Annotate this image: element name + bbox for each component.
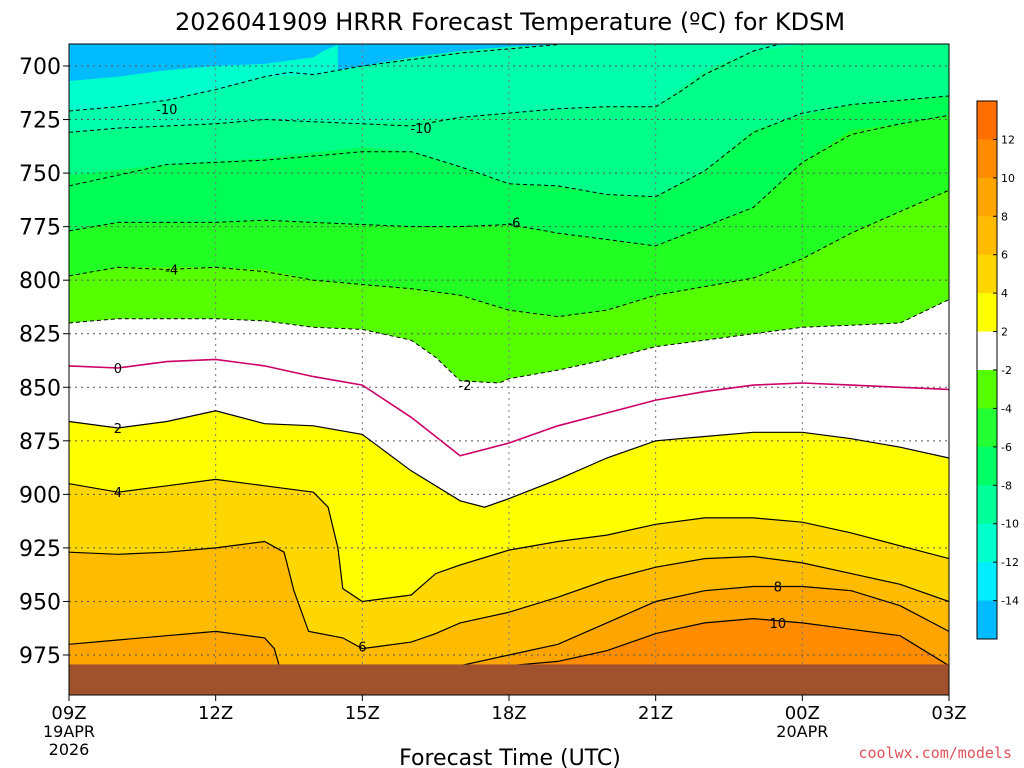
dashed-contour-label-1: -10 bbox=[410, 122, 431, 137]
y-tick-label-925: 925 bbox=[19, 537, 61, 562]
solid-contour-1 bbox=[69, 478, 949, 603]
colorbar-swatch-5 bbox=[977, 293, 997, 333]
y-tick-label-700: 700 bbox=[19, 55, 61, 80]
dashed-contour-label-0: -10 bbox=[156, 103, 177, 118]
plot-area: -10 -10 -6 -4 -2 2 4 6 8 10 0 bbox=[69, 44, 949, 695]
x-tick-year-09Z: 2026 bbox=[49, 740, 90, 759]
colorbar-swatch-13 bbox=[977, 600, 997, 640]
y-tick-label-750: 750 bbox=[19, 162, 61, 187]
chart-title: 2026041909 HRRR Forecast Temperature (ºC… bbox=[175, 8, 845, 36]
colorbar-label-1: 10 bbox=[1001, 172, 1015, 185]
colorbar-swatch-7 bbox=[977, 370, 997, 409]
colorbar-label-12: -14 bbox=[1001, 595, 1019, 608]
colorbar-swatch-8 bbox=[977, 408, 997, 448]
colorbar-swatch-3 bbox=[977, 216, 997, 256]
y-tick-label-900: 900 bbox=[19, 483, 61, 508]
ground-terrain bbox=[69, 664, 949, 695]
solid-contour-label-3: 8 bbox=[774, 580, 782, 595]
grid-lines bbox=[69, 44, 949, 695]
colorbar-label-9: -8 bbox=[1001, 479, 1012, 492]
colorbar-label-6: -2 bbox=[1001, 364, 1012, 377]
dashed-contour-label-5: -2 bbox=[459, 379, 472, 394]
y-tick-label-875: 875 bbox=[19, 430, 61, 455]
colorbar-swatch-1 bbox=[977, 139, 997, 179]
solid-contour-label-1: 4 bbox=[114, 486, 122, 501]
colorbar-label-5: 2 bbox=[1001, 326, 1008, 339]
x-tick-label-03Z: 03Z bbox=[931, 703, 966, 724]
y-tick-label-950: 950 bbox=[19, 590, 61, 615]
colorbar-label-8: -6 bbox=[1001, 441, 1012, 454]
colorbar-label-0: 12 bbox=[1001, 133, 1015, 146]
x-tick-sublabel-00Z: 20APR bbox=[776, 722, 828, 741]
colorbar-swatch-9 bbox=[977, 446, 997, 486]
x-tick-label-09Z: 09Z bbox=[51, 703, 86, 724]
colorbar-label-11: -12 bbox=[1001, 556, 1019, 569]
freezing-line-label: 0 bbox=[114, 362, 122, 377]
ground-layer bbox=[69, 664, 949, 695]
watermark-text: coolwx.com/models bbox=[858, 744, 1012, 762]
colorbar-label-10: -10 bbox=[1001, 518, 1019, 531]
x-axis-label: Forecast Time (UTC) bbox=[399, 746, 621, 768]
colorbar-swatch-2 bbox=[977, 177, 997, 217]
dashed-contour-4 bbox=[69, 189, 949, 318]
dashed-contour-2 bbox=[69, 95, 949, 198]
colorbar-swatch-10 bbox=[977, 485, 997, 525]
x-tick-label-15Z: 15Z bbox=[345, 703, 380, 724]
y-tick-label-725: 725 bbox=[19, 109, 61, 134]
x-tick-sublabel-09Z: 19APR bbox=[43, 722, 95, 741]
x-tick-label-00Z: 00Z bbox=[785, 703, 820, 724]
y-tick-label-825: 825 bbox=[19, 323, 61, 348]
colorbar-label-7: -4 bbox=[1001, 402, 1012, 415]
colorbar-swatch-0 bbox=[977, 101, 997, 140]
colorbar-label-3: 6 bbox=[1001, 249, 1008, 262]
y-axis: 700 725 750 775 800 825 850 875 900 925 950 975 bbox=[19, 55, 69, 669]
solid-contour-label-4: 10 bbox=[770, 617, 787, 632]
dashed-contour-label-3: -6 bbox=[507, 216, 520, 231]
contour-layer: -10 -10 -6 -4 -2 2 4 6 8 10 0 bbox=[69, 44, 949, 688]
y-tick-label-775: 775 bbox=[19, 216, 61, 241]
solid-contour-label-0: 2 bbox=[114, 422, 122, 437]
freezing-line bbox=[69, 358, 949, 457]
x-tick-label-21Z: 21Z bbox=[638, 703, 673, 724]
colorbar-swatch-6 bbox=[977, 331, 997, 371]
y-tick-label-800: 800 bbox=[19, 269, 61, 294]
colorbar-swatch-4 bbox=[977, 254, 997, 294]
solid-contour-2 bbox=[69, 540, 949, 650]
temperature-fill-layer bbox=[69, 44, 949, 695]
solid-contour-0 bbox=[69, 410, 949, 508]
dashed-contour-1 bbox=[69, 44, 779, 133]
dashed-contour-label-4: -4 bbox=[165, 263, 178, 278]
colorbar-swatch-11 bbox=[977, 523, 997, 563]
colorbar: 12 10 8 6 4 2 -2 -4 -6 -8 -10 -12 -14 bbox=[976, 100, 1019, 640]
colorbar-label-2: 8 bbox=[1001, 210, 1008, 223]
solid-contour-label-2: 6 bbox=[358, 640, 366, 655]
colorbar-swatch-12 bbox=[977, 562, 997, 602]
dashed-contour-3 bbox=[69, 114, 949, 247]
y-tick-label-975: 975 bbox=[19, 644, 61, 669]
x-tick-label-12Z: 12Z bbox=[198, 703, 233, 724]
y-tick-label-850: 850 bbox=[19, 376, 61, 401]
colorbar-label-4: 4 bbox=[1001, 287, 1008, 300]
dashed-contour-5 bbox=[69, 299, 949, 384]
x-tick-label-18Z: 18Z bbox=[491, 703, 526, 724]
